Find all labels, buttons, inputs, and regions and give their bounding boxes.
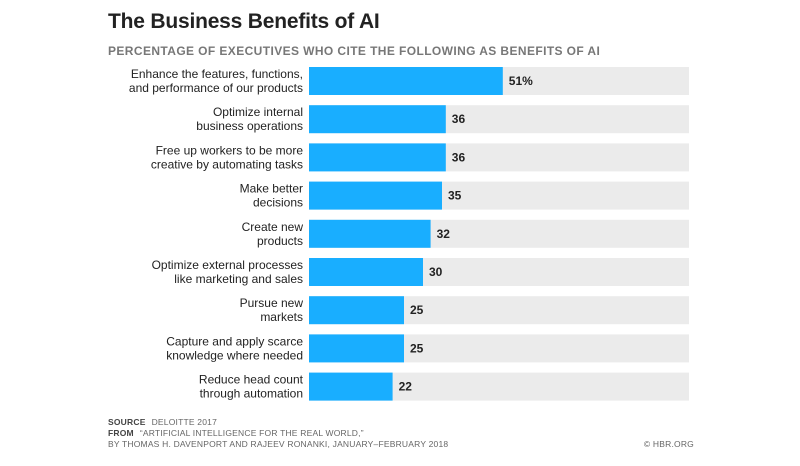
- value-label: 36: [452, 150, 466, 164]
- bar: [309, 105, 446, 134]
- category-label-line: like marketing and sales: [174, 272, 303, 286]
- category-label-line: products: [257, 234, 303, 248]
- category-label-line: Pursue new: [240, 296, 304, 310]
- category-label: Optimize external processes like marketin…: [152, 258, 303, 286]
- category-label-line: Capture and apply scarce: [166, 334, 303, 348]
- category-label-line: markets: [260, 310, 303, 324]
- value-label: 22: [399, 380, 413, 394]
- byline: BY THOMAS H. DAVENPORT AND RAJEEV RONANK…: [108, 439, 449, 449]
- category-label-line: through automation: [200, 387, 303, 401]
- value-label: 51%: [509, 74, 533, 88]
- value-label: 36: [452, 112, 466, 126]
- category-label-line: creative by automating tasks: [151, 157, 303, 171]
- chart-title: The Business Benefits of AI: [108, 10, 380, 33]
- bar: [309, 258, 423, 286]
- credit: © HBR.ORG: [643, 439, 694, 449]
- bar: [309, 372, 393, 401]
- category-label-line: Enhance the features, functions,: [131, 67, 303, 81]
- category-label: Optimize internal business operations: [196, 105, 303, 133]
- category-label-line: Free up workers to be more: [156, 143, 304, 157]
- bar: [309, 334, 404, 363]
- category-label: Capture and apply scarce knowledge where …: [166, 334, 303, 362]
- bar: [309, 67, 503, 95]
- category-label: Make better decisions: [240, 182, 303, 210]
- category-label-line: Reduce head count: [199, 373, 304, 387]
- value-label: 32: [437, 227, 451, 241]
- value-label: 30: [429, 265, 443, 279]
- category-label-line: and performance of our products: [129, 81, 303, 95]
- category-label-line: Optimize internal: [213, 105, 303, 119]
- from-value: “ARTIFICIAL INTELLIGENCE FOR THE REAL WO…: [139, 428, 364, 438]
- value-label: 25: [410, 303, 424, 317]
- bar: [309, 143, 446, 172]
- bar: [309, 181, 442, 210]
- category-label-line: business operations: [196, 119, 303, 133]
- category-label: Reduce head count through automation: [199, 373, 304, 401]
- bar: [309, 219, 431, 248]
- source-value: DELOITTE 2017: [151, 417, 218, 427]
- category-label: Pursue new markets: [240, 296, 304, 324]
- category-label-line: decisions: [253, 196, 303, 210]
- category-label-line: Create new: [242, 220, 304, 234]
- chart-subtitle: PERCENTAGE OF EXECUTIVES WHO CITE THE FO…: [108, 44, 601, 58]
- source-footer: SOURCE DELOITTE 2017 FROM “ARTIFICIAL INTE…: [108, 417, 448, 450]
- category-label: Enhance the features, functions, and perf…: [129, 67, 303, 95]
- source-key: SOURCE: [108, 417, 146, 427]
- category-label-line: Optimize external processes: [152, 258, 303, 272]
- category-label: Free up workers to be more creative by au…: [151, 143, 303, 171]
- category-label-line: knowledge where needed: [166, 348, 303, 362]
- from-key: FROM: [108, 428, 134, 438]
- bar: [309, 296, 404, 325]
- category-label-line: Make better: [240, 182, 303, 196]
- value-label: 35: [448, 189, 462, 203]
- value-label: 25: [410, 341, 424, 355]
- category-label: Create new products: [242, 220, 304, 248]
